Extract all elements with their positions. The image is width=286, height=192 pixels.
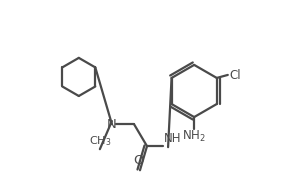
- Text: NH: NH: [164, 132, 182, 145]
- Text: NH$_2$: NH$_2$: [182, 129, 206, 144]
- Text: O: O: [134, 154, 144, 167]
- Text: N: N: [107, 118, 117, 131]
- Text: Cl: Cl: [230, 70, 241, 82]
- Text: CH$_3$: CH$_3$: [89, 134, 111, 148]
